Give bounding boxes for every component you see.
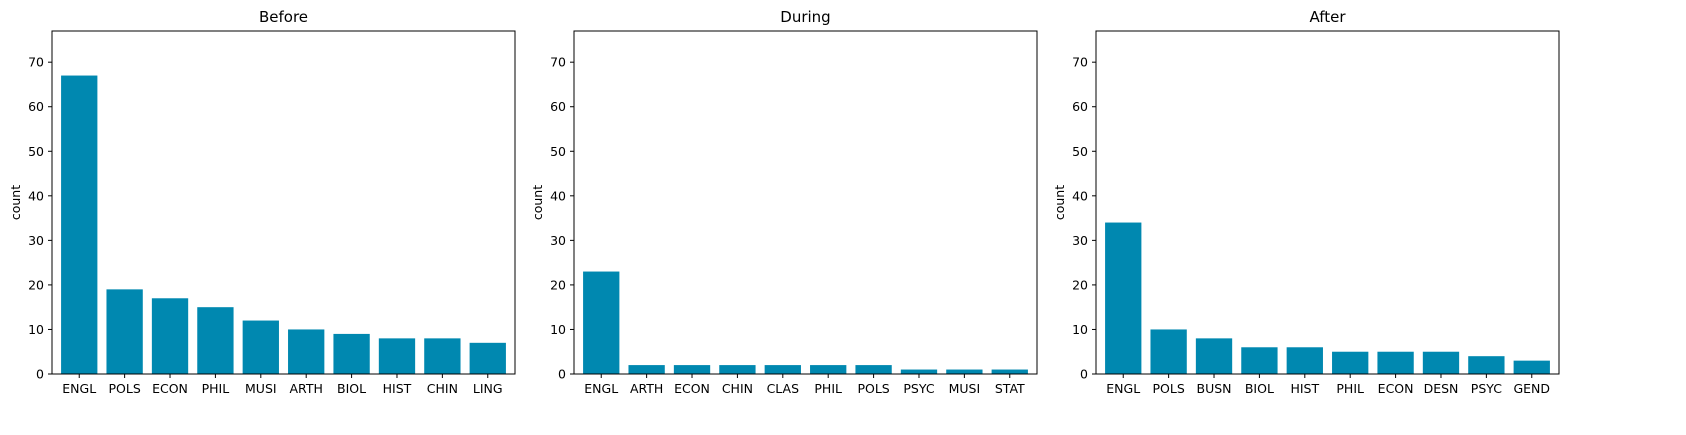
y-tick-label: 40 [28,188,44,203]
chart-title: After [1309,8,1346,26]
x-tick-label: STAT [995,381,1025,396]
x-tick-label: POLS [857,381,889,396]
y-tick-label: 10 [1072,322,1088,337]
y-tick-label: 20 [1072,277,1088,292]
chart-panel-2: ENGL ARTH ECON CHIN CLAS PHIL POLS PSYC MUSI STAT… [530,8,1038,396]
x-tick-label: LING [473,381,503,396]
y-axis-label: count [530,185,545,220]
x-tick-label: ENGL [584,381,618,396]
y-tick-label: 70 [1072,55,1088,70]
y-tick-label: 10 [550,322,566,337]
y-tick-label: 0 [558,367,566,382]
bar-busn [1195,338,1233,374]
bar-ling [469,342,506,374]
bar-biol [1241,347,1278,374]
bar-psyc [1468,356,1505,374]
bar-clas [764,365,801,374]
y-tick-label: 50 [28,144,44,159]
y-tick-label: 30 [28,233,44,248]
x-tick-label: ARTH [290,381,323,396]
y-tick-label: 60 [1072,99,1088,114]
bar-pols [1150,329,1187,374]
x-tick-label: BIOL [337,381,366,396]
x-tick-label: POLS [108,381,140,396]
bar-stat [991,369,1028,374]
bar-musi [242,320,279,374]
bar-pols [855,365,892,374]
bar-pols [106,289,143,374]
bar-biol [333,333,370,374]
y-tick-label: 70 [28,55,44,70]
bar-phil [1332,351,1369,374]
bar-arth [288,329,325,374]
bar-engl [583,271,620,374]
bar-engl [1105,222,1142,374]
y-tick-label: 50 [550,144,566,159]
axes-frame [51,30,516,375]
x-tick-label: HIST [383,381,412,396]
bar-musi [946,369,983,374]
x-tick-label: POLS [1152,381,1184,396]
x-tick-label: CLAS [767,381,800,396]
bar-econ [1377,351,1414,374]
bar-engl [61,75,98,374]
y-tick-label: 0 [36,367,44,382]
bar-arth [628,365,665,374]
y-tick-label: 70 [550,55,566,70]
y-tick-label: 40 [1072,188,1088,203]
x-tick-label: CHIN [427,381,458,396]
x-tick-label: HIST [1290,381,1319,396]
axes-frame [573,30,1038,375]
x-tick-label: PSYC [903,381,934,396]
chart-title: Before [259,8,308,26]
bar-hist [378,338,416,374]
x-tick-label: ARTH [630,381,663,396]
x-tick-label: ECON [1378,381,1414,396]
bar-econ [673,365,711,374]
x-tick-label: PHIL [202,381,230,396]
bar-chin [719,365,756,374]
axes-frame [1095,30,1560,375]
bar-phil [197,307,234,374]
y-tick-label: 10 [28,322,44,337]
chart-panel-1: ENGL POLS ECON PHIL MUSI ARTH BIOL HIST CHIN LING… [8,8,516,396]
y-axis-label: count [8,185,23,220]
x-tick-label: MUSI [245,381,277,396]
y-tick-label: 50 [1072,144,1088,159]
bar-hist [1286,347,1323,374]
x-tick-label: BUSN [1197,381,1232,396]
x-tick-label: ECON [152,381,188,396]
y-tick-label: 0 [1080,367,1088,382]
bar-gend [1513,360,1550,374]
bar-desn [1422,351,1460,374]
bar-econ [151,298,189,374]
x-tick-label: ENGL [62,381,96,396]
y-tick-label: 30 [550,233,566,248]
chart-panel-3: ENGL POLS BUSN BIOL HIST PHIL ECON DESN PSYC GEND… [1052,8,1560,396]
chart-title: During [780,8,830,26]
x-tick-label: PHIL [1336,381,1364,396]
y-tick-label: 40 [550,188,566,203]
x-tick-label: BIOL [1245,381,1274,396]
y-tick-label: 20 [28,277,44,292]
x-tick-label: ECON [674,381,710,396]
y-tick-label: 60 [28,99,44,114]
x-tick-label: CHIN [722,381,753,396]
bar-psyc [900,369,938,374]
x-tick-label: ENGL [1106,381,1140,396]
x-tick-label: DESN [1424,381,1459,396]
y-tick-label: 60 [550,99,566,114]
x-tick-label: GEND [1513,381,1550,396]
y-tick-label: 30 [1072,233,1088,248]
y-tick-label: 20 [550,277,566,292]
y-axis-label: count [1052,185,1067,220]
x-tick-label: PHIL [814,381,842,396]
x-tick-label: PSYC [1471,381,1502,396]
bar-chin [424,338,461,374]
bar-phil [810,365,847,374]
x-tick-label: MUSI [949,381,981,396]
